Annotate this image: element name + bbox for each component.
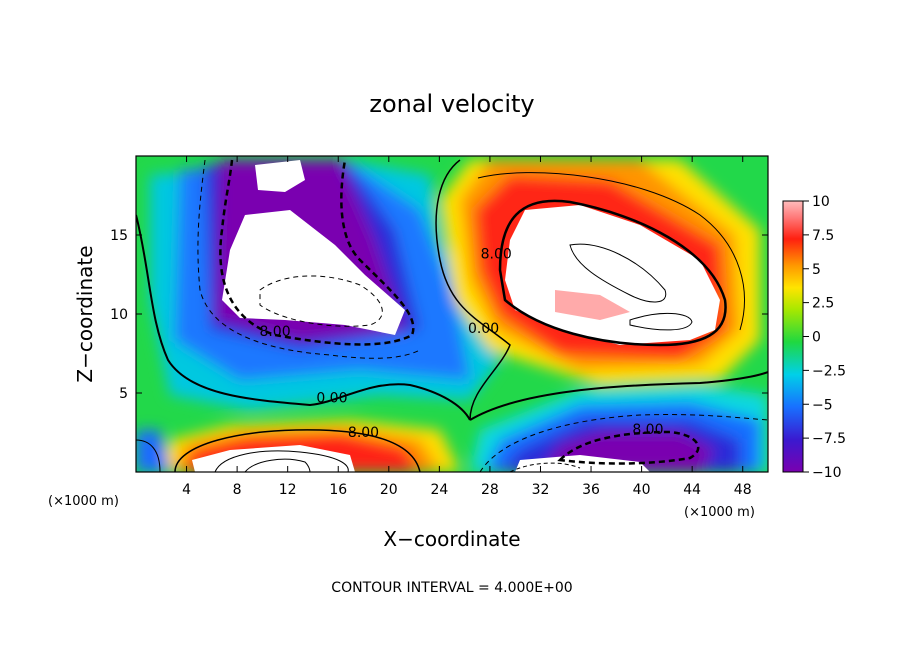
x-tick-label: 4: [182, 482, 191, 498]
x-tick-label: 36: [582, 482, 600, 498]
contour-field: 8.00 8.00 0.00 0.00 8.00 8.00: [136, 156, 768, 472]
colorbar-tick-label: −2.5: [812, 363, 846, 379]
x-unit-label: (×1000 m): [684, 505, 755, 520]
y-tick-label: 15: [110, 228, 128, 244]
colorbar-tick-label: −10: [812, 465, 842, 481]
y-tick-label: 5: [119, 386, 128, 402]
z-unit-label: (×1000 m): [48, 494, 119, 509]
colorbar-tick-label: −7.5: [812, 431, 846, 447]
colorbar-ticks: 10 7.5 5 2.5 0 −2.5 −5 −7.5 −10: [803, 194, 846, 481]
contour-label: 0.00: [468, 321, 499, 337]
x-tick-label: 40: [633, 482, 651, 498]
white-core-lower-left: [192, 445, 355, 472]
y-axis-label: Z−coordinate: [73, 245, 97, 382]
contour-label: 8.00: [481, 247, 512, 263]
y-axis: 5 10 15: [110, 228, 768, 402]
white-core-upper-left-small: [255, 160, 305, 192]
x-tick-label: 16: [329, 482, 347, 498]
x-tick-label: 24: [430, 482, 448, 498]
colorbar-gradient: [782, 200, 804, 473]
contour-label: 8.00: [348, 425, 379, 441]
colorbar-tick-label: 10: [812, 194, 830, 210]
colorbar: 10 7.5 5 2.5 0 −2.5 −5 −7.5 −10: [782, 194, 846, 481]
contour-labels: 8.00 8.00 0.00 0.00 8.00 8.00: [259, 247, 663, 442]
x-tick-label: 20: [380, 482, 398, 498]
x-tick-label: 8: [233, 482, 242, 498]
chart-title: zonal velocity: [369, 90, 534, 118]
white-core-lower-right: [515, 455, 650, 472]
x-axis: 4 8 12 16 20 24 28 32 36 40 44 48: [182, 156, 752, 498]
colorbar-tick-label: 5: [812, 262, 821, 278]
white-core-upper-left: [222, 210, 405, 335]
colorbar-tick-label: −5: [812, 397, 833, 413]
contour-label: 0.00: [316, 390, 347, 406]
x-tick-label: 32: [532, 482, 550, 498]
colorbar-tick-label: 2.5: [812, 296, 834, 312]
contour-interval-text: CONTOUR INTERVAL = 4.000E+00: [331, 580, 572, 596]
x-tick-label: 48: [734, 482, 752, 498]
y-tick-label: 10: [110, 307, 128, 323]
x-tick-label: 12: [279, 482, 297, 498]
contour-lines: [136, 159, 768, 472]
x-tick-label: 28: [481, 482, 499, 498]
colorbar-tick-label: 0: [812, 330, 821, 346]
x-axis-label: X−coordinate: [383, 527, 520, 551]
contour-label: 8.00: [259, 324, 290, 340]
x-tick-label: 44: [683, 482, 701, 498]
colorbar-tick-label: 7.5: [812, 228, 834, 244]
contour-label: 8.00: [632, 422, 663, 438]
